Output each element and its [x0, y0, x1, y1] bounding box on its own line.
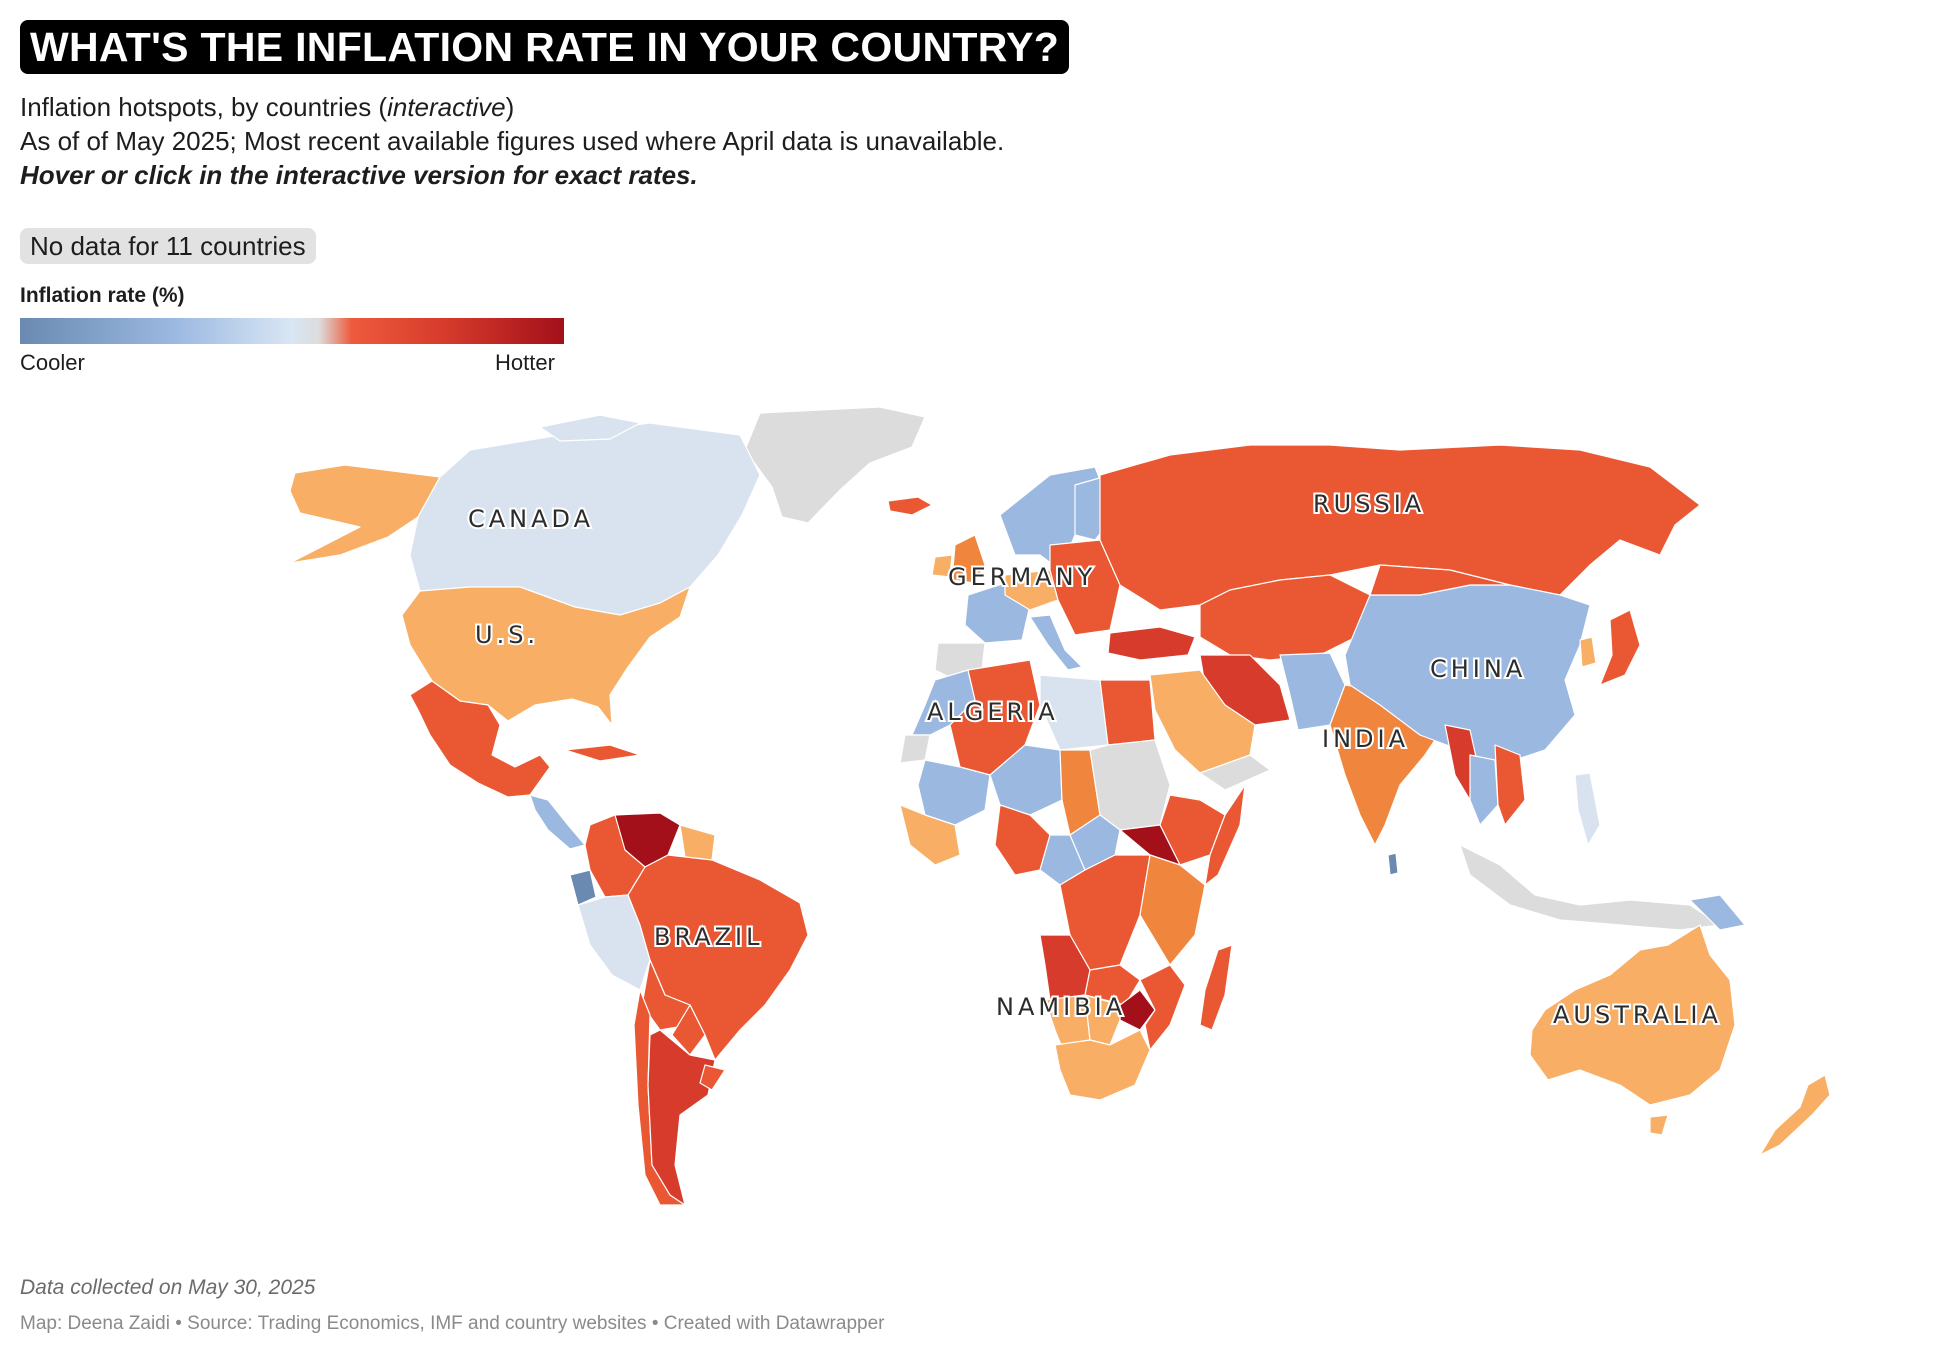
- date-note: As of of May 2025; Most recent available…: [20, 126, 1005, 156]
- country-car[interactable]: [1069, 814, 1121, 871]
- subtitle-close: ): [505, 92, 515, 122]
- country-new-zealand[interactable]: [1759, 1074, 1831, 1156]
- country-zambia[interactable]: [1084, 964, 1141, 1006]
- no-data-badge: No data for 11 countries: [20, 228, 316, 264]
- country-uruguay[interactable]: [699, 1064, 726, 1091]
- credits-line: Map: Deena Zaidi • Source: Trading Econo…: [20, 1313, 885, 1334]
- country-thailand[interactable]: [1469, 754, 1499, 826]
- label-india: INDIA: [1322, 725, 1409, 753]
- country-mali[interactable]: [917, 759, 991, 826]
- country-philippines[interactable]: [1574, 772, 1601, 846]
- label-germany: GERMANY: [948, 563, 1096, 591]
- country-mongolia[interactable]: [1369, 564, 1511, 596]
- country-canada-islands[interactable]: [539, 414, 641, 442]
- country-iceland[interactable]: [887, 496, 933, 516]
- country-ecuador[interactable]: [569, 869, 597, 906]
- chart-description: Inflation hotspots, by countries (intera…: [20, 90, 1004, 192]
- country-ireland[interactable]: [931, 554, 953, 578]
- country-cuba[interactable]: [564, 744, 641, 762]
- chart-title: WHAT'S THE INFLATION RATE IN YOUR COUNTR…: [20, 20, 1070, 74]
- country-guianas[interactable]: [679, 824, 716, 861]
- label-algeria: ALGERIA: [927, 698, 1059, 726]
- data-collected-note: Data collected on May 30, 2025: [20, 1276, 316, 1299]
- country-brazil[interactable]: [627, 854, 809, 1061]
- legend-low-label: Cooler: [20, 350, 85, 375]
- country-yemen[interactable]: [1199, 754, 1271, 791]
- legend-color-scale: [20, 318, 564, 344]
- world-map: CANADA U.S. GERMANY RUSSIA ALGERIA CHINA…: [289, 406, 1831, 1206]
- country-east-africa[interactable]: [1139, 854, 1206, 966]
- country-tasmania[interactable]: [1649, 1114, 1669, 1136]
- label-china: CHINA: [1430, 655, 1526, 683]
- country-egypt[interactable]: [1099, 679, 1156, 746]
- subtitle-interactive: interactive: [387, 92, 506, 122]
- country-mexico[interactable]: [409, 680, 551, 798]
- country-sri-lanka[interactable]: [1387, 852, 1399, 876]
- label-namibia: NAMIBIA: [996, 993, 1126, 1021]
- country-argentina[interactable]: [647, 1029, 716, 1206]
- hover-hint: Hover or click in the interactive versio…: [20, 160, 698, 190]
- legend-title: Inflation rate (%): [20, 284, 185, 307]
- country-labels: CANADA U.S. GERMANY RUSSIA ALGERIA CHINA…: [466, 488, 1722, 1031]
- subtitle: Inflation hotspots, by countries (intera…: [20, 90, 1004, 124]
- label-brazil: BRAZIL: [654, 923, 763, 951]
- label-canada: CANADA: [468, 505, 594, 533]
- label-australia: AUSTRALIA: [1553, 1001, 1722, 1029]
- country-west-africa[interactable]: [899, 804, 961, 866]
- country-mozambique[interactable]: [1139, 964, 1186, 1051]
- country-libya[interactable]: [1039, 674, 1109, 751]
- country-western-sahara[interactable]: [899, 734, 931, 764]
- legend-high-label: Hotter: [495, 350, 555, 375]
- country-indonesia[interactable]: [1459, 844, 1721, 931]
- country-uk[interactable]: [951, 534, 986, 584]
- country-italy[interactable]: [1029, 614, 1083, 671]
- country-greenland[interactable]: [744, 406, 926, 524]
- subtitle-text: Inflation hotspots, by countries (: [20, 92, 388, 122]
- country-japan[interactable]: [1599, 609, 1641, 686]
- label-russia: RUSSIA: [1313, 490, 1425, 518]
- country-somalia[interactable]: [1204, 784, 1246, 886]
- country-turkey[interactable]: [1107, 626, 1196, 661]
- country-germany[interactable]: [1004, 569, 1059, 611]
- country-us-alaska[interactable]: [289, 464, 441, 564]
- country-vietnam[interactable]: [1494, 744, 1526, 826]
- country-papua-new-guinea[interactable]: [1689, 894, 1746, 931]
- country-central-america[interactable]: [529, 794, 586, 850]
- label-us: U.S.: [475, 621, 539, 649]
- country-madagascar[interactable]: [1199, 944, 1233, 1031]
- country-botswana[interactable]: [1084, 994, 1121, 1046]
- country-korea[interactable]: [1579, 636, 1597, 668]
- country-south-africa[interactable]: [1054, 1029, 1151, 1101]
- country-australia[interactable]: [1529, 924, 1736, 1106]
